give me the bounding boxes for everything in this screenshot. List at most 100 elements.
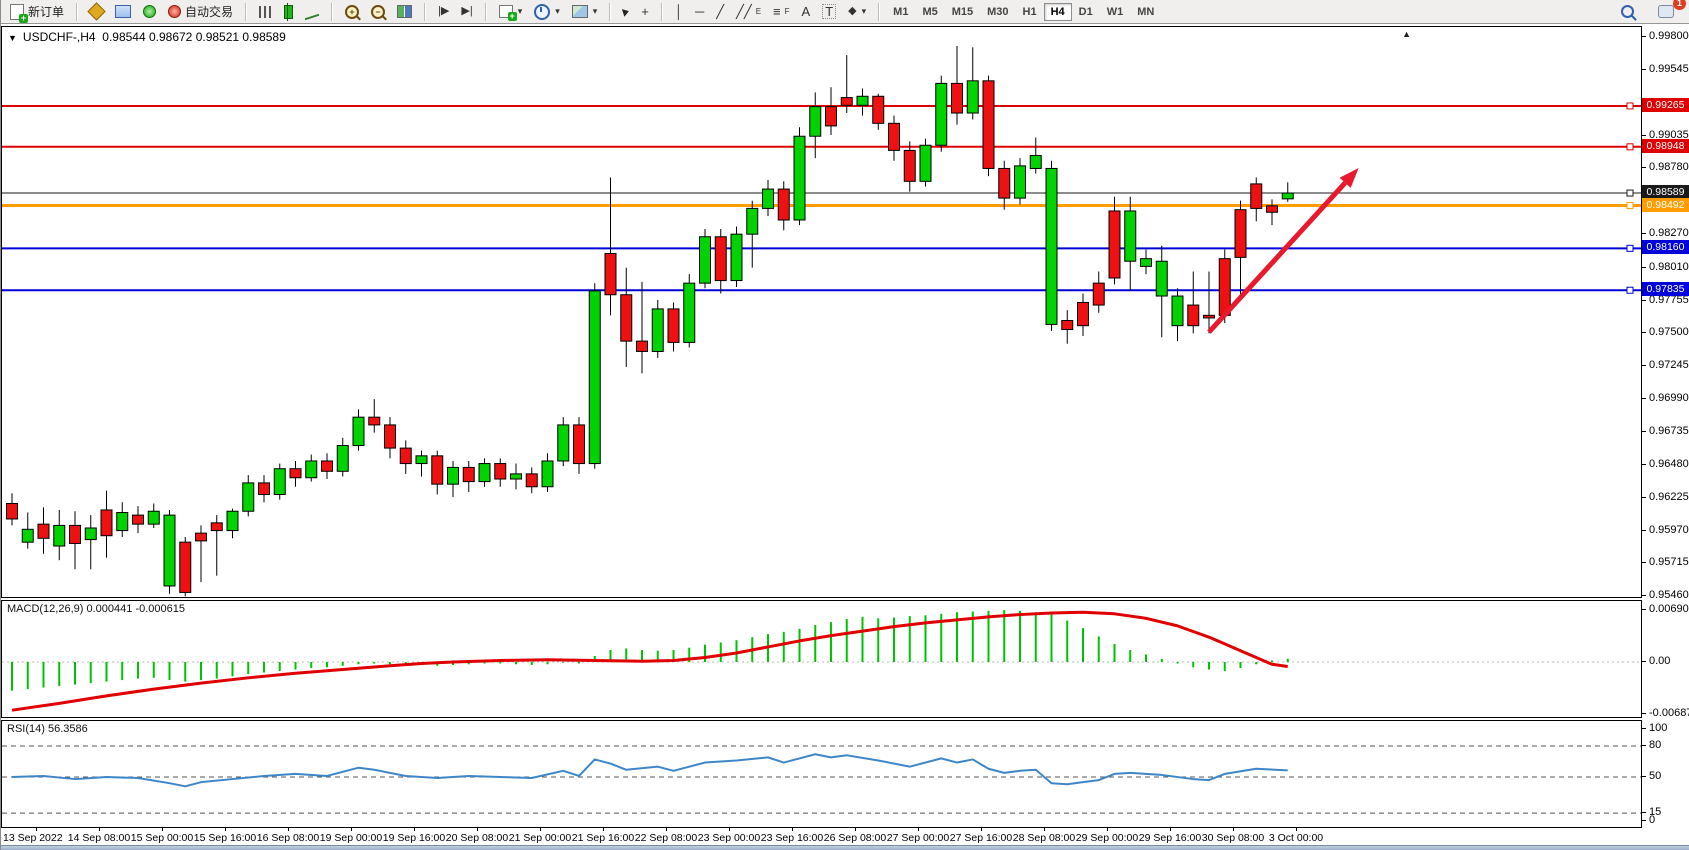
candle bbox=[620, 294, 633, 342]
time-axis[interactable]: 13 Sep 2022 14 Sep 08:00 15 Sep 00:00 15 Se… bbox=[1, 828, 1642, 845]
axis-tick-mark bbox=[1642, 728, 1646, 729]
channel-button[interactable]: ╱╱ E bbox=[736, 4, 762, 19]
macd-chart bbox=[2, 610, 1641, 712]
candle bbox=[872, 95, 885, 124]
line-handle[interactable] bbox=[1626, 244, 1634, 252]
candle bbox=[1108, 210, 1121, 279]
price-line-badge: 0.98160 bbox=[1642, 240, 1689, 255]
indicators-icon bbox=[87, 2, 106, 21]
timeframe-button-m30[interactable]: M30 bbox=[987, 5, 1009, 18]
candlestick-chart-button[interactable] bbox=[278, 2, 299, 22]
new-chart-button[interactable]: + ▾ bbox=[493, 2, 529, 21]
trend-arrow[interactable] bbox=[1207, 181, 1347, 334]
chart-shift-button[interactable]: ▶| bbox=[455, 2, 478, 21]
macd-axis-label: -0.006874 bbox=[1649, 706, 1689, 719]
macd-signal-value: -0.000615 bbox=[135, 603, 185, 615]
chart-title: ▼ USDCHF-,H4 0.98544 0.98672 0.98521 0.98… bbox=[8, 30, 286, 44]
signals-button[interactable] bbox=[137, 2, 162, 21]
axis-tick-mark bbox=[1642, 595, 1646, 597]
price-chart-pane[interactable]: ▼ USDCHF-,H4 0.98544 0.98672 0.98521 0.98… bbox=[1, 26, 1642, 598]
candlestick-chart[interactable] bbox=[2, 27, 1641, 597]
time-tick-mark bbox=[225, 828, 226, 831]
candle bbox=[982, 80, 995, 169]
candle bbox=[352, 416, 365, 447]
shapes-button[interactable]: ◆ ▾ bbox=[848, 5, 867, 17]
fibonacci-button[interactable]: ≡ F bbox=[773, 4, 790, 19]
axis-tick-mark bbox=[1642, 134, 1646, 136]
time-axis-label: 16 Sep 08:00 bbox=[256, 832, 320, 844]
text-label-tool-button[interactable]: T bbox=[816, 1, 842, 22]
tile-windows-button[interactable] bbox=[391, 2, 418, 21]
timeframe-button-h1[interactable]: H1 bbox=[1022, 5, 1037, 18]
charts-window-icon bbox=[115, 5, 132, 18]
price-axis-label: 0.97755 bbox=[1649, 293, 1689, 306]
price-line-badge: 0.98948 bbox=[1642, 138, 1689, 153]
vertical-line-button[interactable]: │ bbox=[669, 2, 689, 21]
trendline-button[interactable]: ╱ bbox=[710, 2, 730, 21]
timeframe-button-m5[interactable]: M5 bbox=[922, 5, 938, 18]
candle bbox=[6, 503, 18, 520]
line-handle[interactable] bbox=[1626, 102, 1634, 110]
chart-menu-icon[interactable]: ▼ bbox=[8, 33, 17, 43]
autotrading-label: 自动交易 bbox=[185, 5, 234, 19]
candle bbox=[179, 541, 192, 593]
candle bbox=[683, 282, 696, 343]
line-handle[interactable] bbox=[1626, 189, 1634, 197]
axis-tick-mark bbox=[1642, 562, 1646, 564]
timeframe-button-w1[interactable]: W1 bbox=[1106, 5, 1124, 18]
chart-shift-marker-icon[interactable]: ▲ bbox=[1402, 29, 1411, 39]
search-button[interactable] bbox=[1615, 2, 1640, 21]
notifications-button[interactable]: 1 bbox=[1652, 0, 1686, 21]
rsi-axis-label: 0 bbox=[1649, 814, 1656, 826]
candle bbox=[636, 340, 648, 352]
auto-scroll-button[interactable]: |▶ bbox=[432, 2, 455, 21]
text-tool-button[interactable]: A bbox=[796, 2, 817, 21]
crosshair-tool-button[interactable]: + bbox=[635, 2, 655, 21]
price-axis-label: 0.96990 bbox=[1649, 392, 1689, 405]
time-tick-mark bbox=[351, 828, 352, 831]
candle bbox=[368, 416, 381, 426]
zoom-in-button[interactable]: + bbox=[339, 2, 365, 22]
price-axis-label: 0.96480 bbox=[1649, 457, 1689, 470]
macd-pane[interactable]: MACD(12,26,9) 0.000441 -0.000615 bbox=[1, 600, 1642, 718]
line-chart-button[interactable] bbox=[299, 3, 325, 21]
profiles-button[interactable]: ▾ bbox=[528, 1, 566, 23]
candle bbox=[1155, 260, 1168, 297]
candle bbox=[1124, 210, 1137, 262]
timeframe-button-d1[interactable]: D1 bbox=[1078, 5, 1093, 18]
trend-arrow-head[interactable] bbox=[1339, 168, 1359, 188]
timeframe-button-h4[interactable]: H4 bbox=[1043, 2, 1072, 21]
new-order-button[interactable]: + 新订单 bbox=[4, 0, 70, 23]
candle bbox=[336, 445, 349, 472]
price-line-badge: 0.99265 bbox=[1642, 97, 1689, 112]
autotrading-button[interactable]: 自动交易 bbox=[162, 0, 239, 23]
timeframe-button-m1[interactable]: M1 bbox=[893, 5, 909, 18]
axis-tick-mark bbox=[1642, 820, 1646, 821]
line-handle[interactable] bbox=[1626, 202, 1634, 210]
time-axis-label: 15 Sep 16:00 bbox=[193, 832, 257, 844]
line-handle[interactable] bbox=[1626, 143, 1634, 151]
timeframe-button-mn[interactable]: MN bbox=[1137, 5, 1155, 18]
rsi-pane[interactable]: RSI(14) 56.3586 bbox=[1, 720, 1642, 828]
horizontal-line-button[interactable]: ─ bbox=[689, 2, 710, 21]
rsi-chart bbox=[2, 745, 1641, 814]
indicators-button[interactable] bbox=[84, 2, 109, 21]
candle bbox=[226, 510, 239, 532]
axis-tick-mark bbox=[1642, 745, 1646, 746]
timeframe-button-m15[interactable]: M15 bbox=[951, 5, 974, 18]
time-axis-label: 14 Sep 08:00 bbox=[67, 832, 131, 844]
candle bbox=[746, 207, 759, 235]
new-order-icon: + bbox=[10, 3, 28, 23]
bar-chart-button[interactable] bbox=[253, 3, 278, 21]
charts-window-button[interactable] bbox=[109, 2, 137, 21]
time-axis-label: 21 Sep 00:00 bbox=[508, 832, 572, 844]
line-handle[interactable] bbox=[1626, 286, 1634, 294]
candle bbox=[604, 253, 617, 296]
template-button[interactable]: ▾ bbox=[566, 2, 604, 21]
price-axis-label: 0.95970 bbox=[1649, 523, 1689, 536]
chart-ohlc-values: 0.98544 0.98672 0.98521 0.98589 bbox=[102, 30, 286, 44]
cursor-tool-button[interactable] bbox=[617, 5, 635, 19]
candle bbox=[132, 514, 144, 525]
time-tick-mark bbox=[162, 828, 163, 831]
zoom-out-button[interactable]: − bbox=[365, 2, 391, 22]
